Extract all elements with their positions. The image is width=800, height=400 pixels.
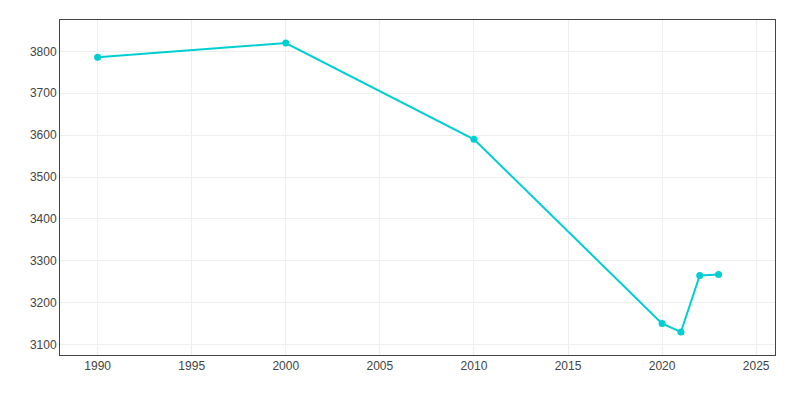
svg-text:2015: 2015 [555, 359, 582, 373]
svg-text:1990: 1990 [84, 359, 111, 373]
svg-text:3100: 3100 [30, 338, 57, 352]
svg-text:3800: 3800 [30, 45, 57, 59]
svg-text:3700: 3700 [30, 86, 57, 100]
svg-text:2000: 2000 [272, 359, 299, 373]
svg-text:3600: 3600 [30, 128, 57, 142]
svg-text:3400: 3400 [30, 212, 57, 226]
svg-text:3500: 3500 [30, 170, 57, 184]
svg-text:3300: 3300 [30, 254, 57, 268]
svg-text:3200: 3200 [30, 296, 57, 310]
svg-text:2020: 2020 [649, 359, 676, 373]
svg-text:2025: 2025 [743, 359, 770, 373]
svg-text:1995: 1995 [178, 359, 205, 373]
svg-text:2005: 2005 [367, 359, 394, 373]
svg-text:2010: 2010 [461, 359, 488, 373]
